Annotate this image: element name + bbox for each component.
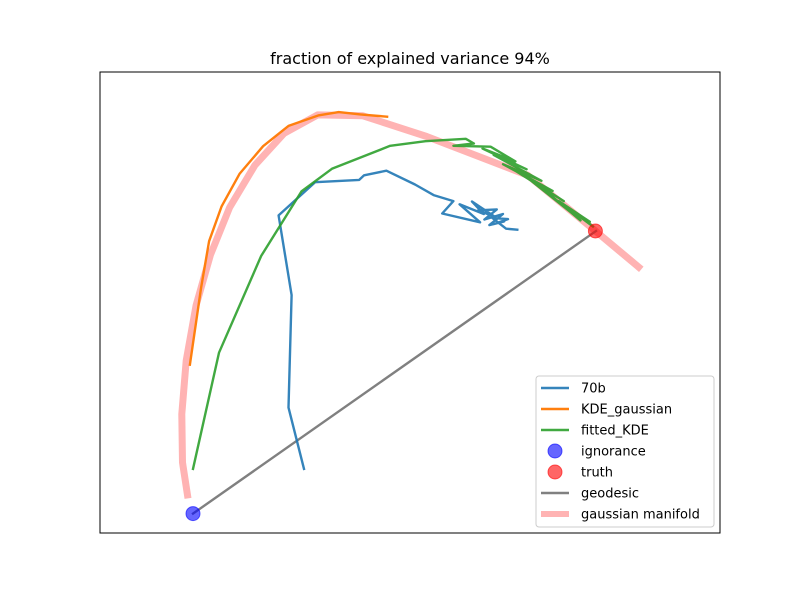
series-line-70b [277,169,519,471]
legend-label-geodesic: geodesic [581,487,639,502]
plot-frame [99,71,721,534]
legend-label-fitted-kde: fitted_KDE [581,424,649,439]
series-line-gaussian-manifold [178,111,644,499]
legend: 70b KDE_gaussian fitted_KDE ignorance truth g… [535,375,715,528]
legend-box [535,375,715,528]
legend-label-truth: truth [581,466,613,481]
point-truth [587,223,603,239]
series-line-fitted-kde [191,137,595,471]
series-line-geodesic [191,229,598,516]
chart-title: fraction of explained variance 94% [270,49,550,68]
point-ignorance [185,506,201,522]
legend-label-kde-gaussian: KDE_gaussian [581,403,672,418]
legend-swatch-truth [547,464,563,480]
plot-series-group [178,110,644,522]
legend-swatch-ignorance [547,443,563,459]
legend-label-70b: 70b [581,382,606,397]
series-line-kde-gaussian [188,110,389,367]
legend-label-gaussian-manifold: gaussian manifold [581,508,700,523]
legend-label-ignorance: ignorance [581,445,646,460]
